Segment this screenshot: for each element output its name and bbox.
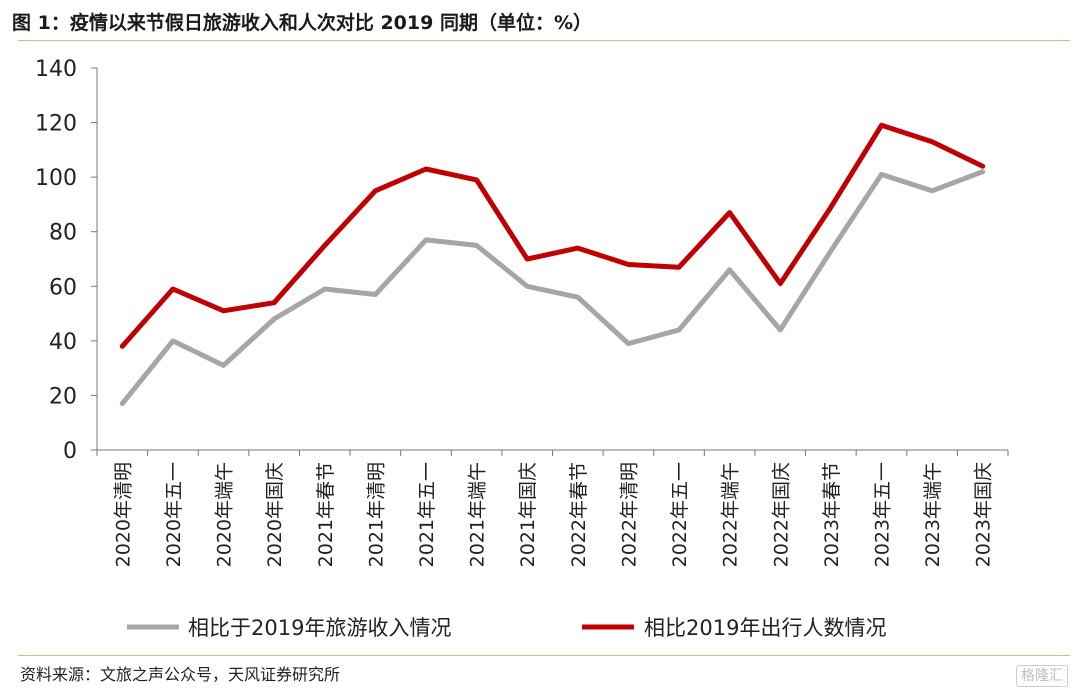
- watermark-logo: 格隆汇: [1016, 665, 1068, 687]
- x-tick-label: 2022年春节: [568, 462, 590, 567]
- title-divider: [18, 40, 1070, 41]
- chart-title: 图 1：疫情以来节假日旅游收入和人次对比 2019 同期（单位：%）: [12, 12, 592, 34]
- x-tick-label: 2023年端午: [922, 462, 944, 567]
- x-tick-label: 2020年清明: [112, 462, 134, 567]
- y-tick-label: 100: [35, 166, 77, 191]
- x-tick-label: 2021年春节: [315, 462, 337, 567]
- x-tick-label: 2021年清明: [365, 462, 387, 567]
- y-tick-label: 120: [35, 112, 77, 137]
- x-tick-label: 2023年春节: [821, 462, 843, 567]
- x-tick-label: 2022年端午: [720, 462, 742, 567]
- y-tick-label: 60: [49, 275, 77, 300]
- y-tick-label: 20: [49, 384, 77, 409]
- income-series-line: [119, 169, 986, 407]
- x-tick-label: 2020年国庆: [264, 462, 286, 567]
- x-tick-label: 2022年清明: [618, 462, 640, 567]
- x-tick-label: 2022年五一: [669, 462, 691, 567]
- y-tick-label: 0: [63, 439, 77, 464]
- legend-label: 相比于2019年旅游收入情况: [188, 616, 451, 640]
- y-tick-label: 80: [49, 221, 77, 246]
- x-tick-label: 2021年端午: [467, 462, 489, 567]
- x-tick-label: 2022年国庆: [770, 462, 792, 567]
- x-tick-label: 2020年端午: [214, 462, 236, 567]
- x-tick-label: 2023年五一: [871, 462, 893, 567]
- y-tick-label: 140: [35, 57, 77, 82]
- x-tick-label: 2021年五一: [416, 462, 438, 567]
- travel-series-line: [119, 122, 986, 349]
- y-tick-label: 40: [49, 330, 77, 355]
- source-note: 资料来源：文旅之声公众号，天风证券研究所: [20, 665, 341, 684]
- x-tick-label: 2021年国庆: [517, 462, 539, 567]
- x-tick-label: 2023年国庆: [973, 462, 995, 567]
- legend-label: 相比2019年出行人数情况: [644, 616, 886, 640]
- footer-divider: [18, 655, 1070, 656]
- line-chart: 0 20 40 60 80 100 120 140 2020年清明 2020年五一 2020年端午 2…: [35, 57, 1009, 640]
- x-tick-label: 2020年五一: [163, 462, 185, 567]
